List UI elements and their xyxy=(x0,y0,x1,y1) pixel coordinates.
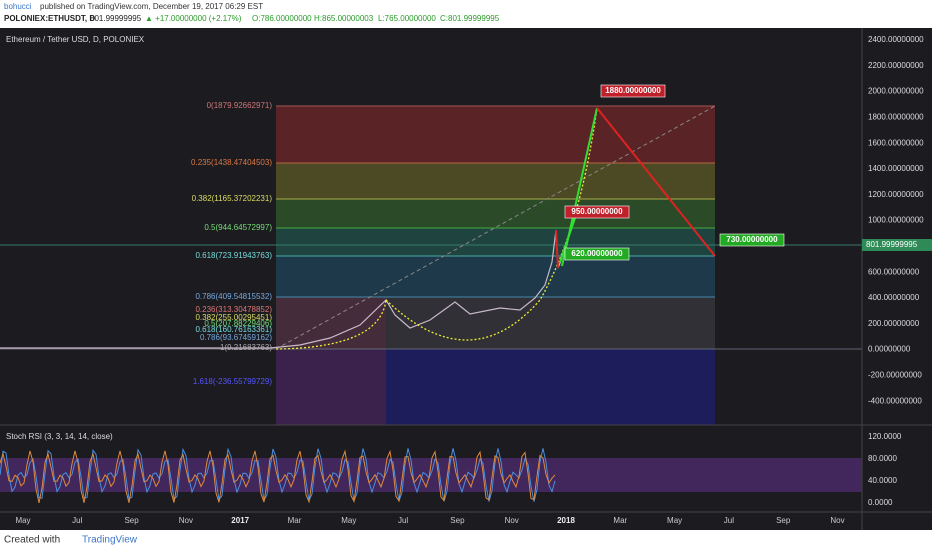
price-label: -200.00000000 xyxy=(868,371,922,380)
price-label: 400.00000000 xyxy=(868,293,920,302)
symbol: POLONIEX:ETHUSDT, D xyxy=(4,14,95,23)
annotation-box xyxy=(719,233,785,247)
header-bg xyxy=(0,0,932,28)
price: 801.99999995 xyxy=(90,14,142,23)
arrow-down xyxy=(596,107,716,257)
price-label: 2000.00000000 xyxy=(868,87,924,96)
arrow-up xyxy=(559,217,576,263)
price-label: 2400.00000000 xyxy=(868,35,924,44)
time-label: Mar xyxy=(288,516,302,525)
ohlc-l: L:765.00000000 xyxy=(378,14,436,23)
time-label: May xyxy=(667,516,682,525)
indicator-label: 40.0000 xyxy=(868,476,897,485)
fib-label: 0.382(1165.37202231) xyxy=(192,194,273,203)
price-series xyxy=(0,229,563,349)
time-label: Sep xyxy=(776,516,791,525)
footer-created: Created with xyxy=(4,535,60,546)
price-label: 1200.00000000 xyxy=(868,190,924,199)
annotation-box xyxy=(564,247,630,261)
indicator-label: 0.0000 xyxy=(868,498,893,507)
price-label: 1600.00000000 xyxy=(868,138,924,147)
annotation: 620.00000000 xyxy=(571,249,623,258)
annotation: 1880.00000000 xyxy=(605,86,661,95)
price-label: -400.00000000 xyxy=(868,396,922,405)
indicator-title: Stoch RSI (3, 3, 14, 14, close) xyxy=(6,432,113,441)
time-label: May xyxy=(15,516,30,525)
time-label: Nov xyxy=(505,516,519,525)
zone xyxy=(276,199,715,228)
indicator-label: 120.0000 xyxy=(868,432,902,441)
fib-label: 0(1879.92662971) xyxy=(207,101,273,110)
time-label: Jul xyxy=(72,516,82,525)
price-label: 600.00000000 xyxy=(868,267,920,276)
time-label: Nov xyxy=(830,516,844,525)
fib-label-small: 0.236(313.30478852) xyxy=(195,305,272,314)
time-label: Jul xyxy=(398,516,408,525)
price-label: 200.00000000 xyxy=(868,319,920,328)
time-label: 2018 xyxy=(557,516,575,525)
zone xyxy=(276,106,715,163)
annotation-box xyxy=(600,84,666,98)
footer-brand: TradingView xyxy=(82,535,138,546)
change: ▲ +17.00000000 (+2.17%) xyxy=(145,14,242,23)
fib-label: 0.618(723.91943763) xyxy=(195,251,272,260)
time-label: Jul xyxy=(724,516,734,525)
fib-label-small: 1(9.21683763) xyxy=(220,343,272,352)
time-label: Sep xyxy=(450,516,465,525)
time-label: Nov xyxy=(179,516,193,525)
time-label: 2017 xyxy=(231,516,249,525)
ohlc-h: H:865.00000003 xyxy=(314,14,374,23)
curve xyxy=(275,107,598,350)
price-label: 1400.00000000 xyxy=(868,164,924,173)
time-label: May xyxy=(341,516,356,525)
chart-title: Ethereum / Tether USD, D, POLONIEX xyxy=(6,35,145,44)
ohlc-c: C:801.99999995 xyxy=(440,14,500,23)
footer-bg xyxy=(0,530,932,550)
last-price: 801.99999995 xyxy=(866,240,918,249)
price-label: 1000.00000000 xyxy=(868,216,924,225)
annotation-box xyxy=(564,205,630,219)
zone xyxy=(276,163,715,199)
price-label: 2200.00000000 xyxy=(868,61,924,70)
annotation: 950.00000000 xyxy=(571,207,623,216)
fib-label: 0.235(1438.47404503) xyxy=(191,158,272,167)
price-label: 1800.00000000 xyxy=(868,113,924,122)
indicator-label: 80.0000 xyxy=(868,454,897,463)
zone xyxy=(276,228,715,256)
published: published on TradingView.com, December 1… xyxy=(40,2,263,11)
last-price-box xyxy=(862,239,932,251)
fib-label-small: 0.382(255.00295451) xyxy=(195,313,272,322)
fib-label-small: 1.618(-236.55799729) xyxy=(193,377,273,386)
spike xyxy=(555,229,559,269)
ohlc-o: O:786.00000000 xyxy=(252,14,312,23)
fib-label: 0.786(409.54815532) xyxy=(195,292,272,301)
time-label: Mar xyxy=(613,516,627,525)
fib-label-small: 0.786(93.67459162) xyxy=(200,333,272,342)
zone xyxy=(276,256,715,297)
annotation: 730.00000000 xyxy=(726,235,778,244)
fib-label-small: 0.618(160.76163361) xyxy=(195,325,272,334)
fib-lines xyxy=(0,105,862,350)
stoch-line xyxy=(0,449,556,504)
fib-label-small: 0.5(207.88229406) xyxy=(204,319,272,328)
fib-zones xyxy=(276,106,715,425)
fib-label: 0.5(944.64572997) xyxy=(204,223,272,232)
time-label: Sep xyxy=(124,516,139,525)
price-label: 0.00000000 xyxy=(868,345,911,354)
author: bohucci xyxy=(4,2,32,11)
